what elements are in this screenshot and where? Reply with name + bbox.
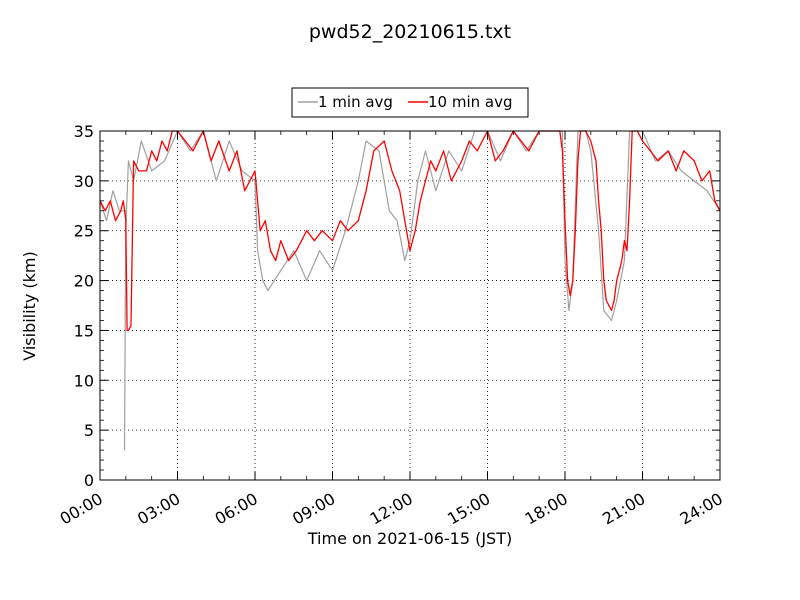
y-axis-label: Visibility (km) xyxy=(20,251,39,360)
legend-label-1-min-avg: 1 min avg xyxy=(318,93,393,111)
y-tick-label: 20 xyxy=(74,272,94,291)
chart-title: pwd52_20210615.txt xyxy=(309,21,511,43)
x-axis-label: Time on 2021-06-15 (JST) xyxy=(307,529,512,548)
y-tick-label: 0 xyxy=(84,471,94,490)
y-tick-label: 35 xyxy=(74,122,94,141)
y-tick-label: 25 xyxy=(74,222,94,241)
legend: 1 min avg 10 min avg xyxy=(291,87,529,118)
y-tick-labels: 0 5 10 15 20 25 30 35 xyxy=(74,122,94,490)
series-line-1-min-avg xyxy=(99,130,721,451)
axis-ticks xyxy=(99,130,721,481)
y-tick-label: 30 xyxy=(74,172,94,191)
legend-label-10-min-avg: 10 min avg xyxy=(428,93,513,111)
y-tick-label: 10 xyxy=(74,371,94,390)
y-tick-label: 5 xyxy=(84,421,94,440)
y-tick-label: 15 xyxy=(74,321,94,340)
